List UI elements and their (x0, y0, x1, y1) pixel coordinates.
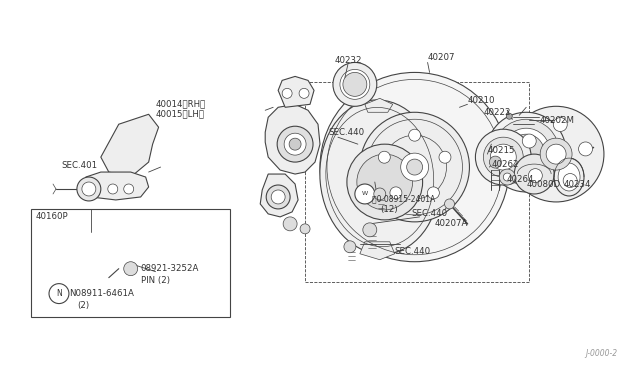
Text: (12): (12) (380, 205, 397, 214)
Circle shape (277, 126, 313, 162)
Circle shape (266, 185, 290, 209)
Circle shape (439, 151, 451, 163)
Text: 40210: 40210 (467, 96, 495, 105)
Circle shape (284, 133, 306, 155)
Circle shape (499, 169, 515, 185)
Text: 40014〈RH〉: 40014〈RH〉 (156, 100, 206, 109)
Circle shape (529, 169, 542, 183)
Circle shape (506, 113, 512, 119)
Text: (2): (2) (77, 301, 89, 310)
Ellipse shape (320, 100, 440, 254)
Circle shape (579, 142, 593, 156)
Text: 40207A: 40207A (435, 219, 468, 228)
Text: SEC.440: SEC.440 (328, 128, 364, 137)
Circle shape (493, 119, 559, 185)
Text: 40202M: 40202M (539, 116, 574, 125)
Circle shape (49, 283, 69, 304)
Circle shape (343, 73, 367, 96)
Circle shape (340, 70, 370, 99)
Circle shape (515, 154, 554, 194)
Text: N: N (56, 289, 62, 298)
Text: 40232: 40232 (335, 56, 362, 65)
Circle shape (508, 134, 544, 170)
Circle shape (300, 224, 310, 234)
Circle shape (490, 144, 516, 170)
Circle shape (108, 184, 118, 194)
Circle shape (390, 187, 402, 199)
Circle shape (503, 173, 511, 181)
Circle shape (299, 89, 309, 98)
Circle shape (124, 262, 138, 276)
Text: 40234: 40234 (563, 180, 591, 189)
Text: 08921-3252A: 08921-3252A (141, 264, 199, 273)
Circle shape (409, 129, 420, 141)
Circle shape (357, 154, 413, 210)
Circle shape (445, 199, 454, 209)
Circle shape (271, 190, 285, 204)
Circle shape (347, 144, 422, 220)
Polygon shape (83, 172, 148, 200)
Text: 40207: 40207 (428, 53, 455, 62)
Circle shape (333, 62, 377, 106)
Circle shape (428, 187, 440, 199)
Text: SEC.440: SEC.440 (412, 209, 448, 218)
Circle shape (483, 137, 524, 177)
Circle shape (378, 151, 390, 163)
Circle shape (522, 134, 536, 148)
Circle shape (355, 184, 375, 204)
Polygon shape (260, 174, 298, 217)
Circle shape (563, 173, 577, 187)
Circle shape (124, 184, 134, 194)
Circle shape (502, 128, 550, 176)
Polygon shape (278, 76, 314, 107)
Text: SEC.401: SEC.401 (61, 161, 97, 170)
Text: 40160P: 40160P (35, 212, 68, 221)
Circle shape (476, 129, 531, 185)
Circle shape (282, 89, 292, 98)
Text: SEC.440: SEC.440 (395, 247, 431, 256)
Text: W: W (362, 192, 368, 196)
Text: 40222: 40222 (483, 108, 511, 117)
Text: 40080D: 40080D (526, 180, 561, 189)
Text: 40264: 40264 (506, 174, 534, 183)
Circle shape (486, 112, 566, 192)
Text: 40262: 40262 (492, 160, 519, 169)
Text: J-0000-2: J-0000-2 (585, 349, 617, 358)
FancyBboxPatch shape (31, 209, 230, 317)
Polygon shape (265, 104, 320, 174)
Circle shape (320, 73, 509, 262)
Circle shape (508, 106, 604, 202)
Circle shape (554, 118, 567, 131)
Text: 40215: 40215 (488, 145, 515, 155)
Circle shape (540, 138, 572, 170)
Circle shape (82, 182, 96, 196)
Circle shape (289, 138, 301, 150)
Polygon shape (365, 98, 393, 112)
Polygon shape (101, 114, 159, 177)
Ellipse shape (554, 158, 584, 196)
Circle shape (374, 188, 386, 200)
Circle shape (363, 223, 377, 237)
Circle shape (77, 177, 101, 201)
Text: N08911-6461A: N08911-6461A (69, 289, 134, 298)
Circle shape (546, 144, 566, 164)
Ellipse shape (558, 163, 580, 191)
Text: 40015〈LH〉: 40015〈LH〉 (156, 110, 205, 119)
Text: 0 08915-2401A: 0 08915-2401A (372, 195, 435, 203)
Circle shape (344, 241, 356, 253)
Circle shape (490, 156, 501, 168)
Circle shape (406, 159, 422, 175)
Circle shape (401, 153, 429, 181)
Text: PIN (2): PIN (2) (141, 276, 170, 285)
Circle shape (360, 112, 469, 222)
Polygon shape (360, 242, 395, 260)
Circle shape (283, 217, 297, 231)
